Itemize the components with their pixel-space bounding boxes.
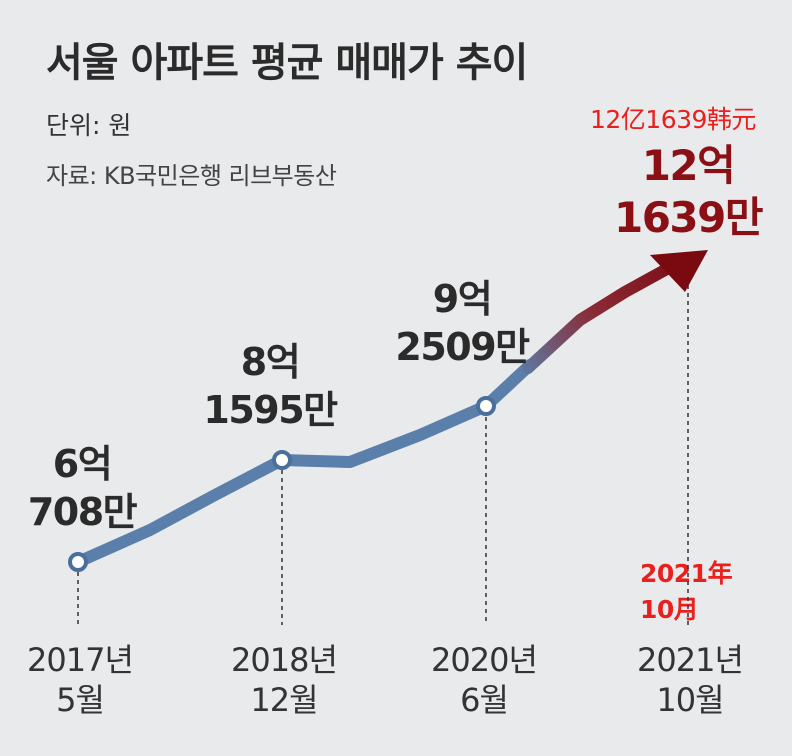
source-label: 자료: KB국민은행 리브부동산 xyxy=(46,162,337,190)
chart-title: 서울 아파트 평균 매매가 추이 xyxy=(46,40,528,86)
marker-1 xyxy=(68,552,88,572)
data-label-4: 12억 1639만 xyxy=(613,141,764,242)
marker-2 xyxy=(272,450,292,470)
annotation-price-chinese: 12亿1639韩元 xyxy=(590,105,756,134)
arrow-head-icon xyxy=(650,250,708,292)
data-markers xyxy=(68,396,496,572)
data-label-3: 9억 2509만 xyxy=(395,277,530,369)
unit-label: 단위: 원 xyxy=(46,111,132,140)
price-line xyxy=(72,359,536,568)
price-arrow-line xyxy=(522,264,671,374)
annotation-date-chinese: 2021年 10月 xyxy=(640,556,733,628)
x-tick-4: 2021년 10월 xyxy=(637,641,744,719)
annotation-date-month: 10月 xyxy=(640,595,699,624)
x-tick-1: 2017년 5월 xyxy=(27,641,134,719)
x-tick-2: 2018년 12월 xyxy=(231,641,338,719)
data-label-1: 6억 708만 xyxy=(27,442,138,534)
x-tick-3: 2020년 6월 xyxy=(431,641,538,719)
guide-lines xyxy=(77,285,689,625)
data-label-2: 8억 1595만 xyxy=(203,340,338,432)
annotation-date-year: 2021年 xyxy=(640,559,733,588)
marker-3 xyxy=(476,396,496,416)
